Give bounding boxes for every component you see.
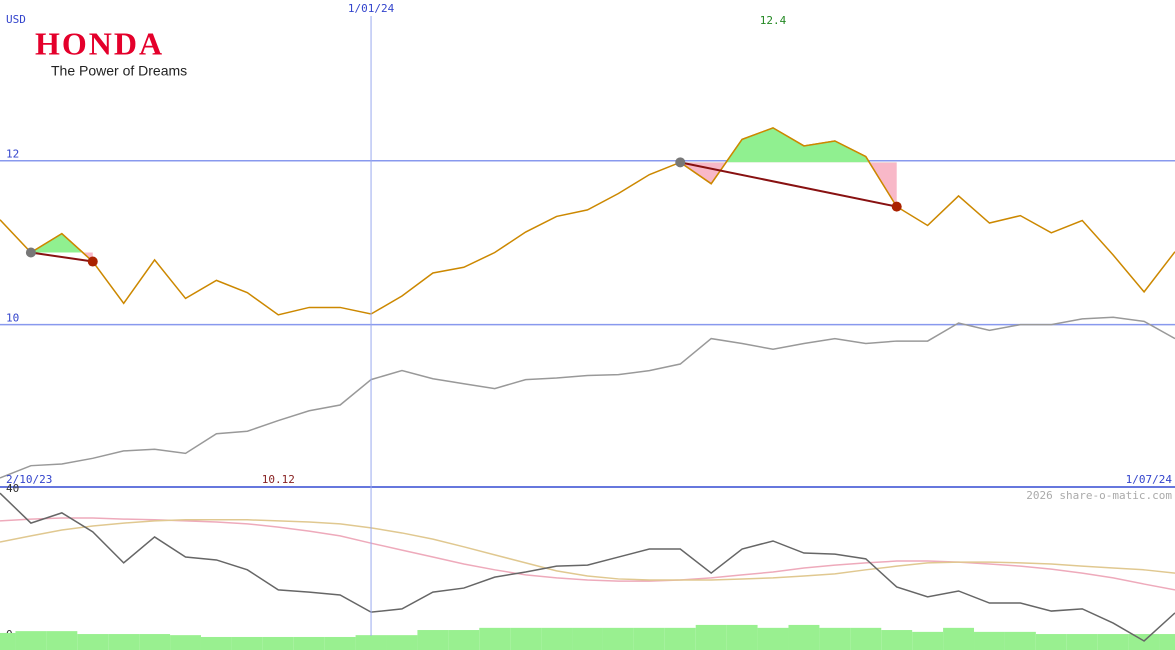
entry-dot bbox=[675, 157, 686, 168]
y-tick-label: 10 bbox=[6, 312, 19, 325]
volume-bar bbox=[602, 627, 634, 650]
volume-bar bbox=[231, 636, 263, 650]
volume-bar bbox=[881, 630, 913, 650]
y-tick-label: 12 bbox=[6, 148, 19, 161]
volume-bar bbox=[633, 627, 665, 650]
volume-bar bbox=[262, 636, 294, 650]
trade-line bbox=[680, 161, 897, 208]
annotation: 10.12 bbox=[262, 473, 295, 486]
panel: 10 12 USD bbox=[0, 13, 1175, 488]
volume-bar bbox=[479, 627, 511, 650]
volume-bar bbox=[664, 627, 696, 650]
trade-line bbox=[30, 251, 93, 263]
logo-brand: HONDA bbox=[35, 25, 164, 61]
x-tick-label: 1/07/24 bbox=[1126, 473, 1173, 486]
volume-bar bbox=[77, 634, 109, 650]
logo-tagline: The Power of Dreams bbox=[51, 63, 187, 79]
volume-bar bbox=[1066, 634, 1098, 650]
volume-bar bbox=[757, 627, 789, 650]
series-line bbox=[0, 316, 1175, 479]
gain-area bbox=[680, 127, 897, 163]
volume-bar bbox=[695, 624, 727, 650]
series-line bbox=[0, 127, 1175, 316]
volume-bar bbox=[726, 624, 758, 650]
volume-bar bbox=[108, 634, 140, 650]
volume-bar bbox=[819, 627, 851, 650]
exit-dot bbox=[891, 201, 902, 212]
series-line bbox=[0, 519, 1175, 581]
volume-bar bbox=[850, 627, 882, 650]
series-line bbox=[0, 517, 1175, 591]
entry-dot bbox=[25, 247, 36, 258]
volume-bar bbox=[912, 631, 944, 650]
annotation: 12.4 bbox=[760, 14, 787, 27]
exit-dot bbox=[87, 256, 98, 267]
volume-bar bbox=[572, 627, 603, 650]
volume-bar bbox=[293, 636, 325, 650]
volume-bar bbox=[139, 634, 171, 650]
volume-bar bbox=[448, 630, 480, 650]
panel: 040 bbox=[0, 482, 1175, 650]
volume-bar bbox=[541, 627, 573, 650]
volume-bar bbox=[1035, 634, 1067, 650]
volume-bar bbox=[1004, 631, 1036, 650]
volume-bar bbox=[0, 632, 16, 650]
volume-bar bbox=[974, 631, 1005, 650]
trade-price bbox=[30, 232, 94, 263]
x-tick-label: 2/10/23 bbox=[6, 473, 52, 486]
unit-label: USD bbox=[6, 13, 26, 26]
watermark: 2026 share-o-matic.com bbox=[1026, 489, 1172, 502]
volume-bar bbox=[386, 635, 418, 650]
volume-bar bbox=[200, 636, 232, 650]
volume-bar bbox=[46, 631, 78, 650]
volume-bar bbox=[943, 627, 975, 650]
y-tick-label: 40 bbox=[6, 482, 19, 495]
series-line bbox=[0, 492, 1175, 642]
volume-bar bbox=[417, 630, 449, 650]
volume-bar bbox=[1159, 634, 1175, 650]
volume-bar bbox=[1128, 634, 1160, 650]
volume-bar bbox=[324, 636, 356, 650]
volume-bar bbox=[355, 635, 387, 650]
x-tick-label: 1/01/24 bbox=[348, 2, 395, 15]
volume-bar bbox=[510, 627, 542, 650]
volume-bar bbox=[15, 631, 47, 650]
volume-bar bbox=[1097, 634, 1129, 650]
volume-bar bbox=[788, 624, 820, 650]
loss-area bbox=[30, 252, 93, 262]
volume-bar bbox=[170, 635, 201, 650]
trade-price bbox=[679, 127, 898, 208]
